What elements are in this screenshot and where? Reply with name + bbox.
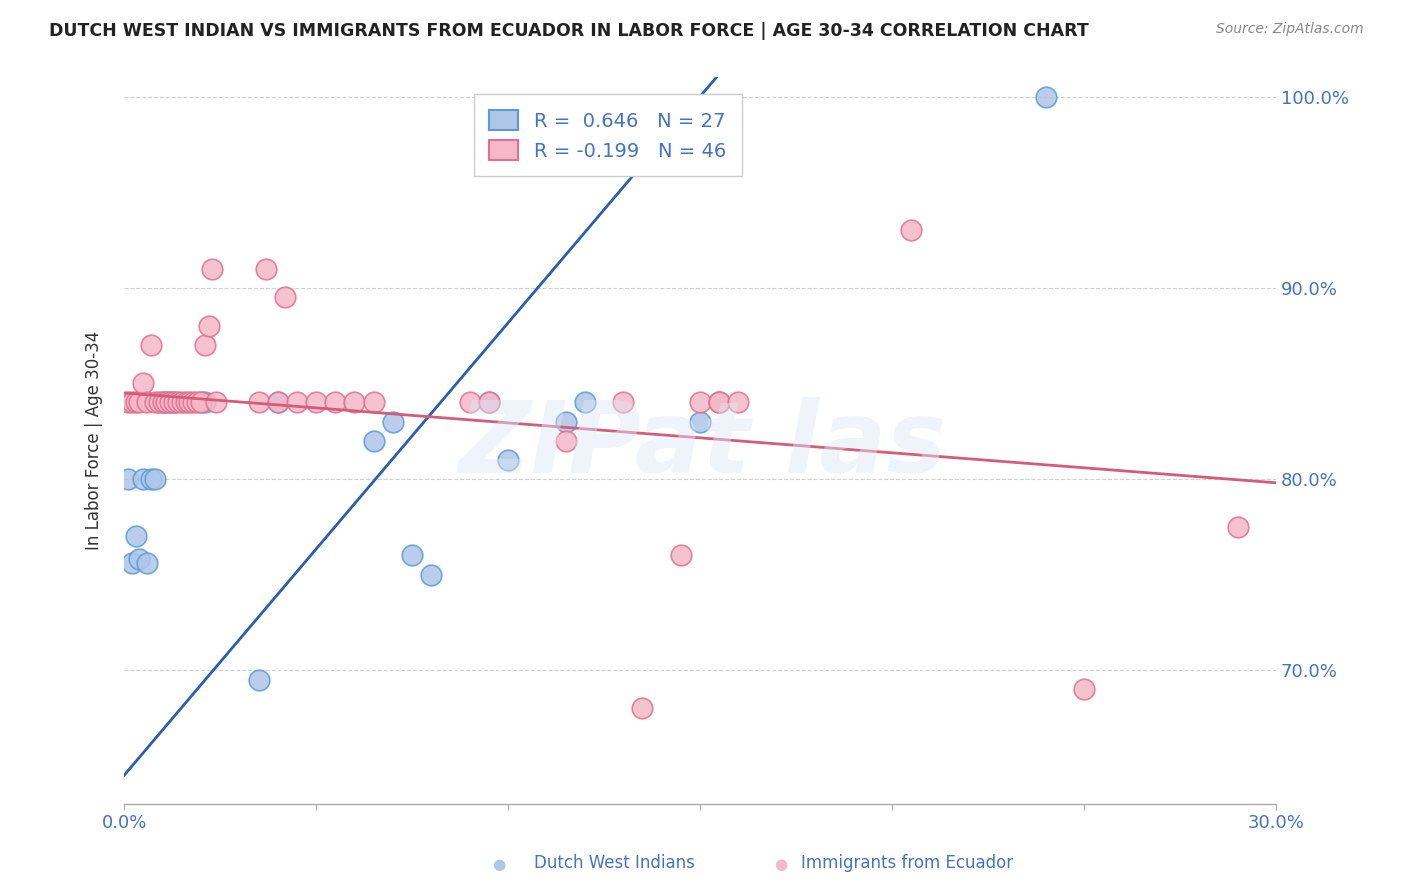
Point — [267, 395, 290, 409]
Point — [128, 552, 150, 566]
Point — [496, 453, 519, 467]
Point — [247, 673, 270, 687]
Point — [363, 395, 385, 409]
Text: Immigrants from Ecuador: Immigrants from Ecuador — [801, 855, 1014, 872]
Point — [1035, 89, 1057, 103]
Point — [709, 395, 731, 409]
Point — [554, 434, 576, 448]
Point — [124, 395, 146, 409]
Point — [267, 395, 290, 409]
Point — [305, 395, 328, 409]
Point — [179, 395, 201, 409]
Point — [139, 338, 162, 352]
Point — [254, 261, 277, 276]
Text: Dutch West Indians: Dutch West Indians — [534, 855, 695, 872]
Text: ●: ● — [492, 857, 506, 872]
Point — [190, 395, 212, 409]
Point — [148, 395, 170, 409]
Point — [152, 395, 174, 409]
Text: ZIPat las: ZIPat las — [458, 398, 948, 494]
Point — [190, 395, 212, 409]
Point — [363, 434, 385, 448]
Point — [689, 395, 711, 409]
Point — [194, 338, 217, 352]
Point — [669, 549, 692, 563]
Point — [186, 395, 208, 409]
Point — [194, 395, 217, 409]
Y-axis label: In Labor Force | Age 30-34: In Labor Force | Age 30-34 — [86, 331, 103, 550]
Point — [121, 395, 143, 409]
Point — [143, 395, 166, 409]
Point — [401, 549, 423, 563]
Point — [201, 261, 224, 276]
Point — [136, 556, 159, 570]
Text: DUTCH WEST INDIAN VS IMMIGRANTS FROM ECUADOR IN LABOR FORCE | AGE 30-34 CORRELAT: DUTCH WEST INDIAN VS IMMIGRANTS FROM ECU… — [49, 22, 1090, 40]
Point — [274, 290, 297, 304]
Point — [478, 395, 501, 409]
Point — [323, 395, 346, 409]
Point — [128, 395, 150, 409]
Point — [197, 318, 219, 333]
Point — [689, 415, 711, 429]
Point — [381, 415, 404, 429]
Point — [163, 395, 186, 409]
Point — [478, 395, 501, 409]
Legend: R =  0.646   N = 27, R = -0.199   N = 46: R = 0.646 N = 27, R = -0.199 N = 46 — [474, 95, 742, 177]
Point — [163, 395, 186, 409]
Point — [132, 472, 155, 486]
Point — [900, 223, 922, 237]
Point — [458, 395, 481, 409]
Point — [152, 395, 174, 409]
Point — [143, 472, 166, 486]
Point — [554, 415, 576, 429]
Point — [170, 395, 193, 409]
Point — [709, 395, 731, 409]
Point — [574, 395, 596, 409]
Text: Source: ZipAtlas.com: Source: ZipAtlas.com — [1216, 22, 1364, 37]
Point — [159, 395, 181, 409]
Point — [631, 701, 654, 715]
Point — [285, 395, 308, 409]
Point — [343, 395, 366, 409]
Point — [117, 472, 139, 486]
Point — [420, 567, 443, 582]
Point — [1226, 520, 1249, 534]
Point — [132, 376, 155, 391]
Point — [159, 395, 181, 409]
Point — [709, 395, 731, 409]
Text: ●: ● — [773, 857, 787, 872]
Point — [205, 395, 228, 409]
Point — [612, 395, 634, 409]
Point — [1073, 682, 1095, 697]
Point — [174, 395, 197, 409]
Point — [247, 395, 270, 409]
Point — [136, 395, 159, 409]
Point — [167, 395, 190, 409]
Point — [124, 529, 146, 543]
Point — [155, 395, 177, 409]
Point — [139, 472, 162, 486]
Point — [121, 556, 143, 570]
Point — [117, 395, 139, 409]
Point — [727, 395, 749, 409]
Point — [155, 395, 177, 409]
Point — [181, 395, 204, 409]
